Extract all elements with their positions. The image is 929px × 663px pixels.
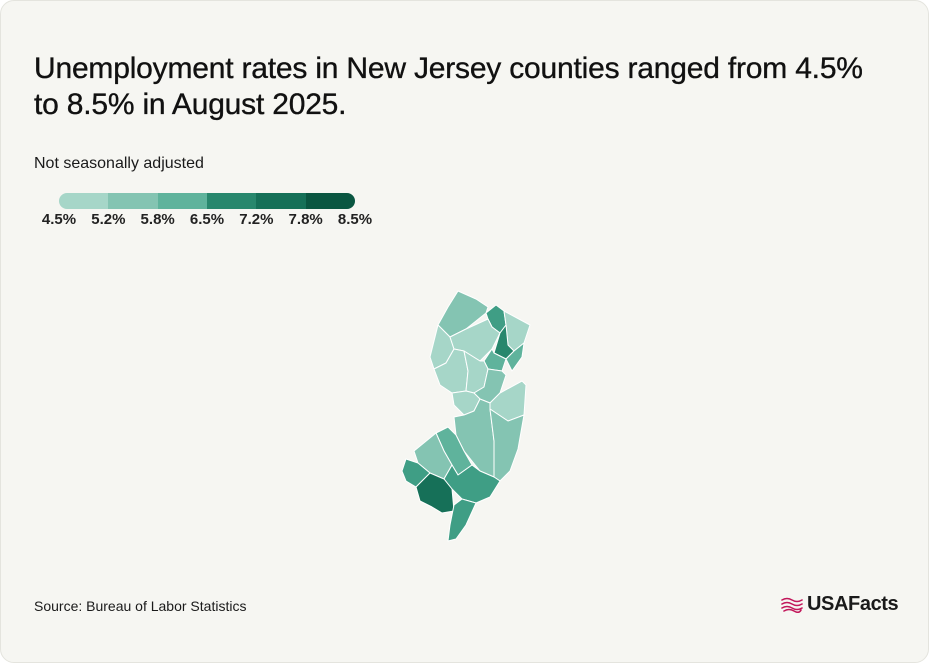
legend-label: 6.5%	[189, 211, 225, 228]
county-hudson[interactable]	[505, 342, 525, 372]
legend-swatch	[206, 193, 257, 209]
legend-label: 5.2%	[91, 211, 126, 228]
legend-swatch	[157, 193, 207, 209]
legend-swatch	[256, 193, 306, 209]
legend-label: 7.2%	[239, 211, 274, 228]
chart-title: Unemployment rates in New Jersey countie…	[34, 52, 863, 121]
legend-labels: 4.5% 5.2% 5.8% 6.5% 7.2% 7.8% 8.5%	[39, 211, 379, 231]
legend-label: 8.5%	[337, 211, 373, 228]
county-ocean[interactable]	[489, 408, 525, 482]
legend-color-scale	[59, 193, 355, 209]
legend-swatch	[305, 193, 355, 209]
legend-swatch	[108, 193, 158, 209]
us-flag-icon	[781, 597, 803, 613]
source-note: Source: Bureau of Labor Statistics	[34, 598, 247, 614]
brand-name: USAFacts	[807, 593, 899, 615]
legend-label: 5.8%	[140, 211, 175, 228]
legend-label: 7.8%	[288, 211, 323, 228]
legend-swatch	[59, 193, 109, 209]
new-jersey-county-map	[401, 290, 531, 542]
county-cape-may[interactable]	[447, 498, 477, 542]
legend-label: 4.5%	[41, 211, 77, 228]
chart-subtitle: Not seasonally adjusted	[34, 155, 204, 172]
usafacts-logo: USAFacts	[781, 593, 899, 616]
